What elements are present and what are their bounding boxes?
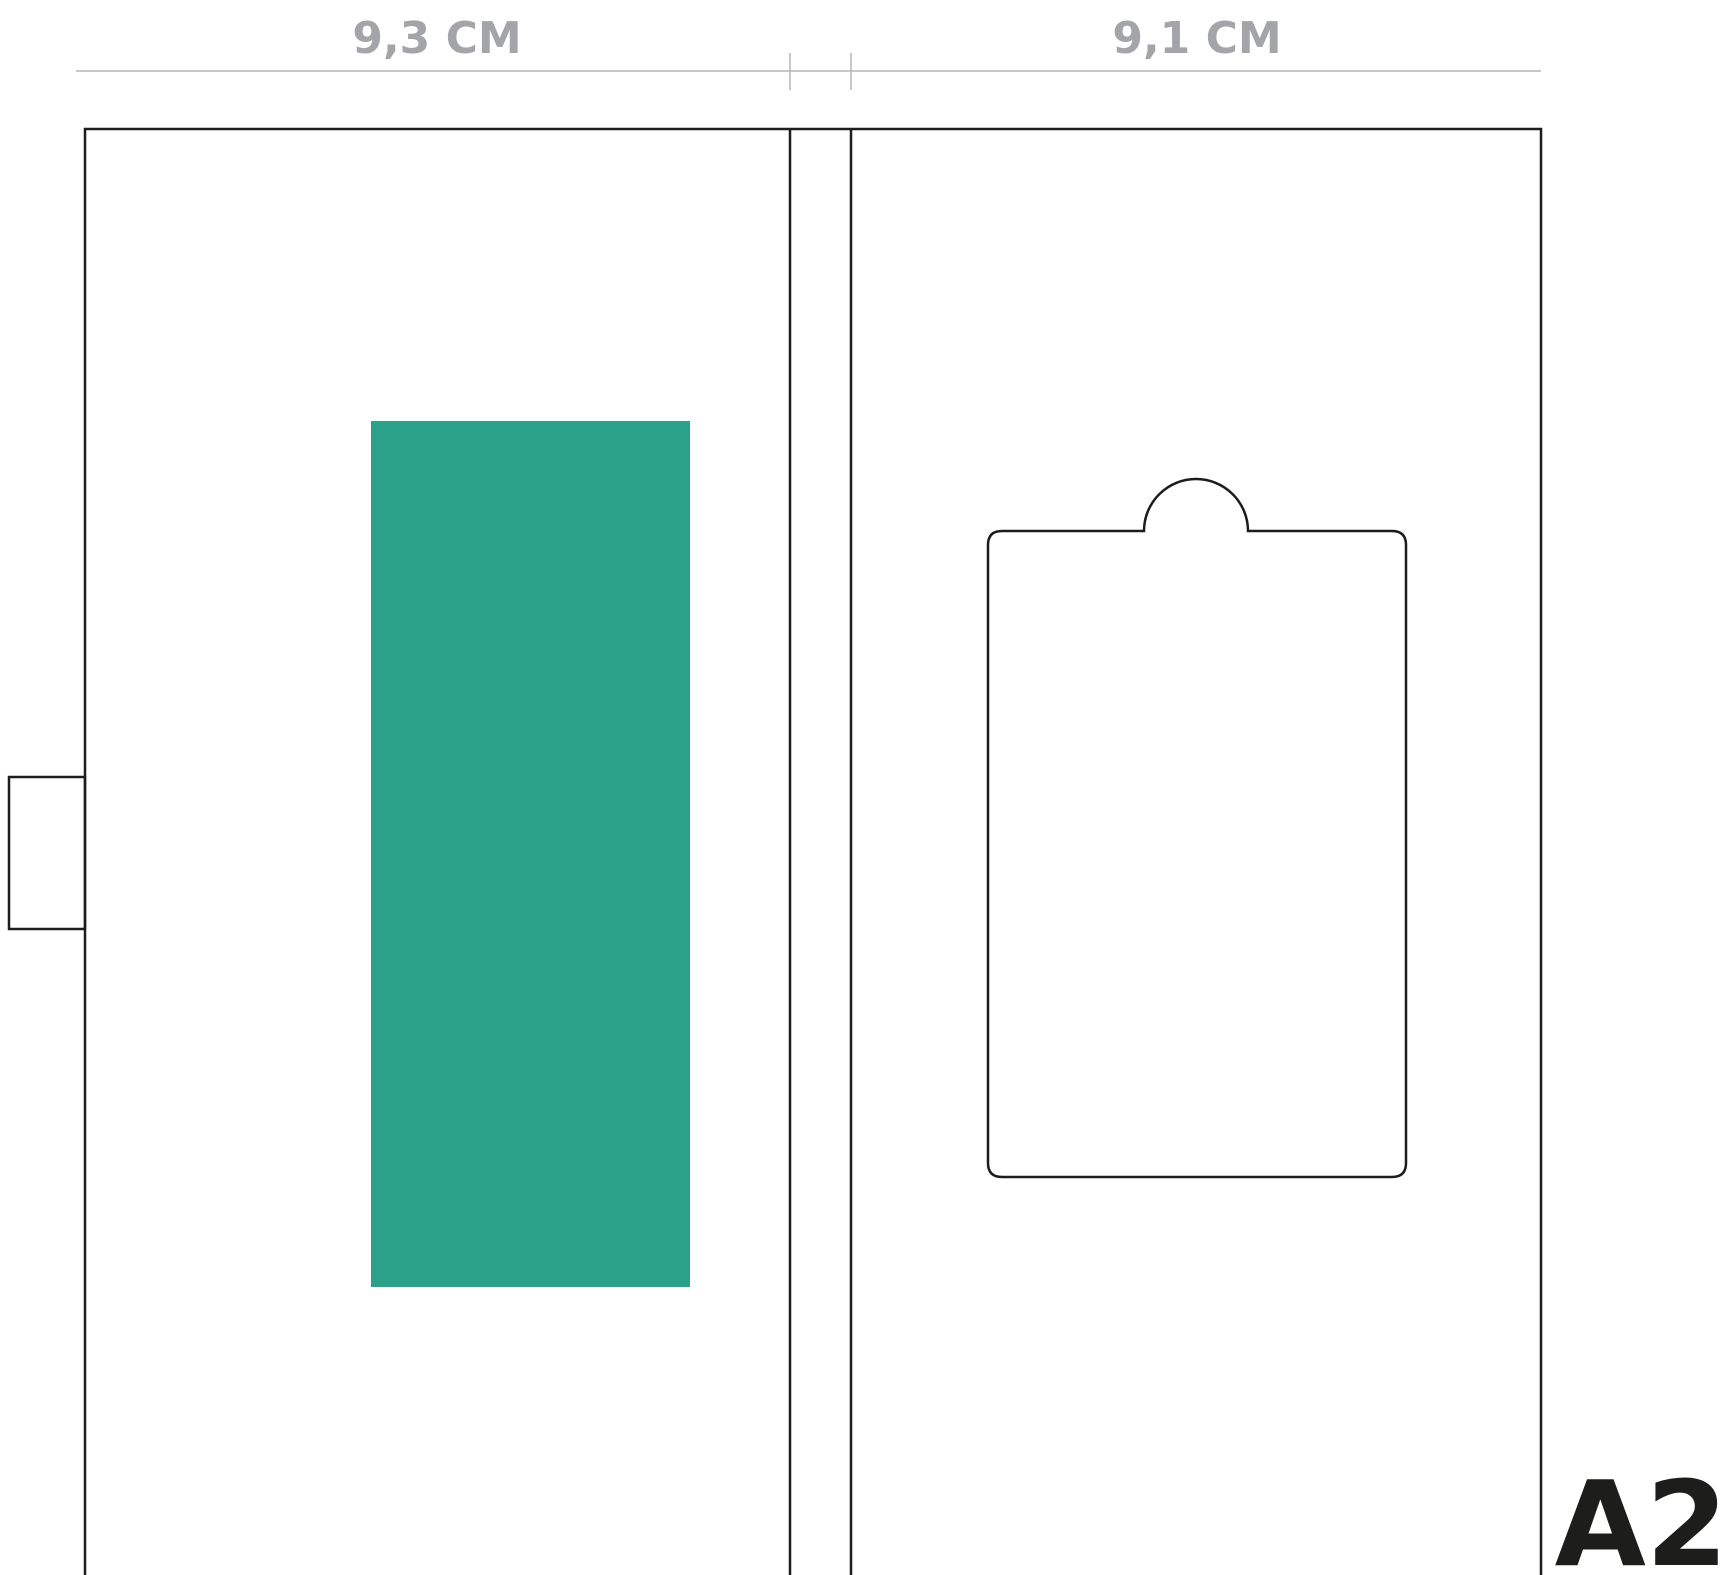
side-tab — [7, 775, 87, 931]
left-panel-width-label: 9,3 CM — [352, 13, 521, 64]
print-area-block — [371, 421, 690, 1287]
card-outline — [83, 127, 1543, 1575]
size-code-label: A2 — [1555, 1455, 1728, 1575]
right-panel-width-label: 9,1 CM — [1112, 13, 1281, 64]
hang-tab-window-cutout — [986, 477, 1408, 1179]
